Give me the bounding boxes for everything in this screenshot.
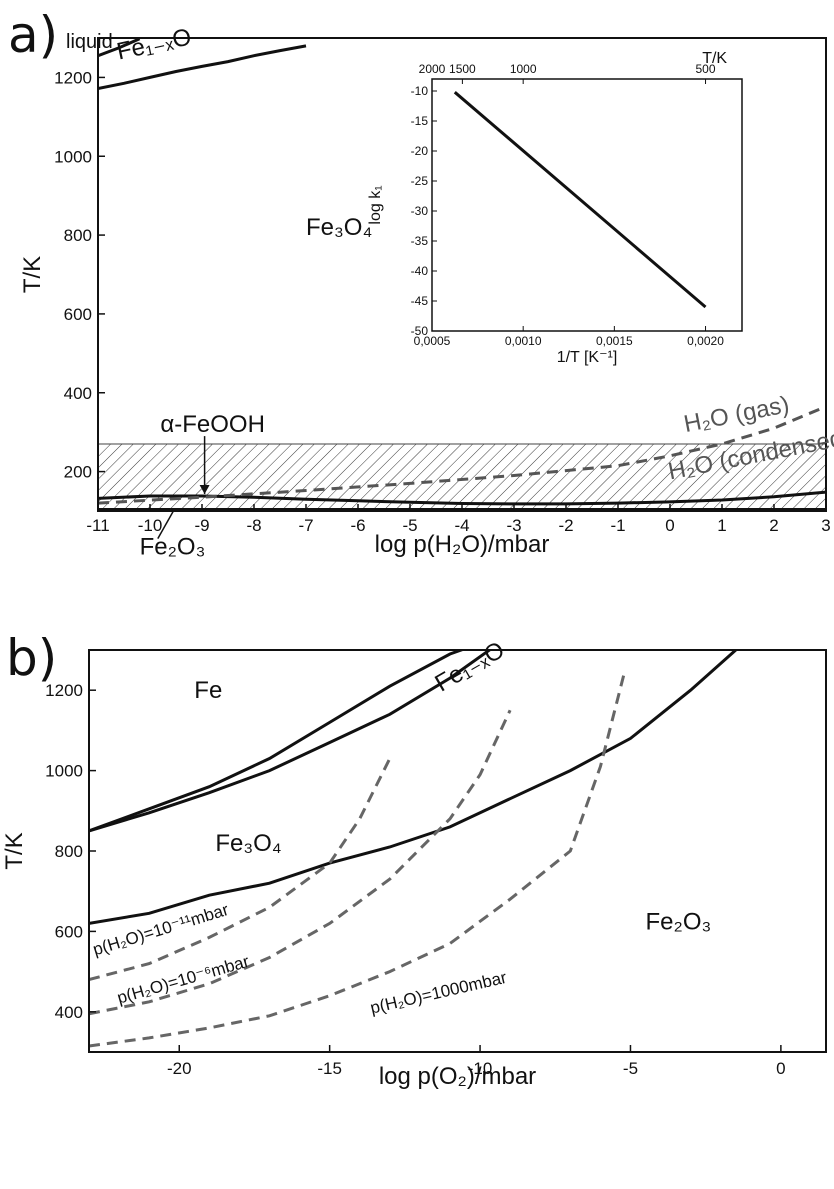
- panel-a-series-line-1: [98, 38, 141, 58]
- panel-b-x-axis-label: log p(O₂)/mbar: [379, 1063, 536, 1090]
- inset-series: [453, 91, 707, 309]
- panel-b-tag: b): [6, 629, 57, 687]
- inset-top-tick-label: 1000: [510, 62, 537, 76]
- panel-a-x-tick-label: 1: [717, 516, 726, 535]
- inset-y-tick-label: -15: [411, 114, 429, 128]
- panel-b-x-tick-label: 0: [776, 1059, 785, 1078]
- panel-a-region-label-4: H₂O (gas): [682, 391, 792, 438]
- inset-y-tick-label: -50: [411, 324, 429, 338]
- panel-b-curve-label-1: p(H₂O)=10⁻⁶mbar: [115, 952, 252, 1008]
- panel-b-series-line-2: [89, 650, 737, 925]
- panel-a-x-axis-label: log p(H₂O)/mbar: [375, 531, 550, 558]
- panel-a-series-line-3: [98, 405, 826, 505]
- inset-y-axis-label: log k₁: [367, 185, 384, 224]
- panel-a-x-tick-label: -3: [506, 516, 521, 535]
- panel-a-y-tick-label: 800: [64, 226, 92, 245]
- panel-b-y-tick-label: 600: [55, 922, 83, 941]
- panel-a-region-label-2: α-FeOOH: [160, 411, 265, 438]
- panel-a-x-tick-label: 3: [821, 516, 830, 535]
- inset-x-tick-label: 0,0010: [505, 334, 542, 348]
- panel-a-region-label-0: Fe₁₋ₓO: [114, 23, 193, 65]
- panel-a-x-tick-label: -4: [454, 516, 469, 535]
- panel-a-x-tick-label: -11: [86, 516, 109, 535]
- panel-b-y-tick-label: 400: [55, 1003, 83, 1022]
- panel-a-y-axis-label: T/K: [19, 256, 46, 293]
- panel-a-x-tick-label: -7: [298, 516, 313, 535]
- panel-a-y-tick-label: 600: [64, 305, 92, 324]
- inset-y-tick-label: -40: [411, 264, 429, 278]
- panel-b-region-label-1: Fe₁₋ₓO: [430, 636, 509, 697]
- panel-b-curve-label-2: p(H₂O)=1000mbar: [368, 968, 508, 1018]
- panel-b-series-line-4: [89, 709, 512, 1016]
- panel-a-corner-label: liquid: [66, 31, 113, 53]
- feooh-arrow-head: [199, 485, 210, 495]
- panel-b-series-line-0: [89, 650, 466, 833]
- inset-y-tick-label: -20: [411, 144, 429, 158]
- panel-a-x-tick-label: -8: [246, 516, 261, 535]
- panel-b-x-tick-label: -15: [317, 1059, 342, 1078]
- fe2o3-arrow-shaft: [157, 510, 175, 539]
- inset-top-tick-label: 500: [696, 62, 716, 76]
- inset-x-axis-label: 1/T [K⁻¹]: [557, 349, 618, 366]
- panel-a-x-tick-label: -9: [194, 516, 209, 535]
- panel-a-y-tick-label: 400: [64, 384, 92, 403]
- panel-b-region-label-2: Fe₃O₄: [215, 830, 281, 857]
- inset-y-tick-label: -25: [411, 174, 429, 188]
- panel-a-tag: a): [8, 6, 58, 64]
- inset-series-line-0: [453, 91, 707, 309]
- panel-b-y-axis-label: T/K: [1, 832, 28, 869]
- inset-y-tick-label: -45: [411, 294, 429, 308]
- panel-b-region-label-0: Fe: [194, 677, 222, 704]
- panel-b-y-tick-label: 800: [55, 842, 83, 861]
- inset-y-tick-label: -30: [411, 204, 429, 218]
- panel-a-series: [98, 38, 826, 506]
- panel-a: a) liquid-11 -10 -9 -8 -7 -6 -5 -4 -3 -2 -1 0 1 2 32004…: [8, 6, 834, 560]
- panel-a-x-tick-label: 0: [665, 516, 674, 535]
- inset-x-tick-label: 0,0020: [687, 334, 724, 348]
- panel-b-series: [89, 650, 737, 1048]
- inset-y-tick-label: -10: [411, 84, 429, 98]
- panel-a-x-tick-label: -10: [138, 516, 163, 535]
- inset-y-tick-label: -35: [411, 234, 429, 248]
- panel-b-region-label-3: Fe₂O₃: [646, 908, 712, 935]
- panel-a-y-tick-label: 1000: [54, 147, 92, 166]
- panel-a-series-line-0: [98, 44, 307, 90]
- inset-top-tick-label: 1500: [449, 62, 476, 76]
- panel-a-region-label-3: Fe₂O₃: [140, 533, 206, 560]
- panel-a-x-tick-label: -5: [402, 516, 417, 535]
- panel-b-y-tick-label: 1200: [45, 681, 83, 700]
- inset-x-tick-label: 0,0005: [414, 334, 451, 348]
- panel-a-series-line-2: [98, 490, 826, 506]
- panel-a-y-tick-label: 1200: [54, 68, 92, 87]
- panel-a-x-tick-label: -1: [610, 516, 625, 535]
- inset-top-axis-label: T/K: [702, 50, 727, 67]
- panel-b-x-tick-label: -5: [623, 1059, 638, 1078]
- panel-a-region-label-1: Fe₃O₄: [306, 214, 372, 241]
- panel-b-series-line-1: [89, 650, 493, 833]
- panel-a-x-tick-label: -2: [558, 516, 573, 535]
- panel-b-series-line-5: [89, 671, 626, 1048]
- inset-x-tick-label: 0,0015: [596, 334, 633, 348]
- panel-b-x-tick-label: -20: [167, 1059, 192, 1078]
- panel-b: b) -20 -15 -10 -5 0 400 600 800 1000 1200 log p(O₂)…: [1, 629, 827, 1090]
- panel-b-x-tick-label: -10: [468, 1059, 493, 1078]
- panel-b-y-tick-label: 1000: [45, 762, 83, 781]
- panel-b-series-line-3: [89, 757, 392, 982]
- panel-a-x-tick-label: -6: [350, 516, 365, 535]
- panel-a-y-tick-label: 200: [64, 463, 92, 482]
- inset-top-tick-label: 2000: [419, 62, 446, 76]
- panel-a-x-tick-label: 2: [769, 516, 778, 535]
